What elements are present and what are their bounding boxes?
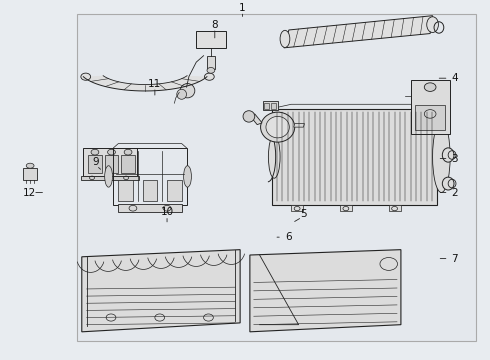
Polygon shape <box>82 250 240 332</box>
Ellipse shape <box>442 148 454 162</box>
Ellipse shape <box>433 121 450 193</box>
Bar <box>83 148 137 176</box>
Polygon shape <box>294 123 304 127</box>
Bar <box>121 155 135 173</box>
Text: 2: 2 <box>451 188 458 198</box>
Bar <box>196 31 225 48</box>
Bar <box>415 105 445 130</box>
Text: 12: 12 <box>23 188 36 198</box>
Bar <box>265 103 270 109</box>
Bar <box>411 80 450 134</box>
Polygon shape <box>284 16 433 48</box>
Bar <box>88 155 102 173</box>
Bar <box>77 14 476 341</box>
Ellipse shape <box>243 111 255 122</box>
Ellipse shape <box>177 89 187 99</box>
Ellipse shape <box>180 84 195 98</box>
Ellipse shape <box>261 112 294 142</box>
Ellipse shape <box>91 149 99 155</box>
Bar <box>167 180 182 202</box>
Bar <box>118 204 182 212</box>
Bar <box>263 102 278 111</box>
Ellipse shape <box>124 149 132 155</box>
Ellipse shape <box>184 166 192 187</box>
Polygon shape <box>250 114 262 125</box>
Text: 3: 3 <box>451 154 458 163</box>
Text: 6: 6 <box>286 232 292 242</box>
Ellipse shape <box>207 67 215 73</box>
Ellipse shape <box>108 149 116 155</box>
Ellipse shape <box>442 177 454 190</box>
Bar <box>114 148 187 205</box>
Text: 7: 7 <box>451 253 458 264</box>
Polygon shape <box>83 76 207 91</box>
Bar <box>81 176 139 180</box>
Text: 9: 9 <box>92 157 99 167</box>
Ellipse shape <box>204 73 214 80</box>
Text: 1: 1 <box>239 3 246 13</box>
Ellipse shape <box>105 166 113 187</box>
Bar <box>143 180 157 202</box>
Polygon shape <box>340 205 352 211</box>
Ellipse shape <box>266 116 289 138</box>
Text: 11: 11 <box>148 78 162 89</box>
Polygon shape <box>389 205 401 211</box>
Text: 4: 4 <box>451 73 458 83</box>
Polygon shape <box>250 250 401 332</box>
Bar <box>105 155 118 173</box>
Ellipse shape <box>26 163 34 168</box>
Bar <box>118 180 133 202</box>
Bar <box>24 167 37 180</box>
Bar <box>207 56 215 69</box>
Bar <box>272 109 438 205</box>
Text: 10: 10 <box>161 207 173 217</box>
Ellipse shape <box>81 73 91 80</box>
Bar <box>271 103 276 109</box>
Ellipse shape <box>424 83 436 91</box>
Polygon shape <box>291 205 303 211</box>
Text: 5: 5 <box>300 209 307 219</box>
Ellipse shape <box>269 135 280 178</box>
Ellipse shape <box>280 30 290 48</box>
Text: 8: 8 <box>212 19 218 30</box>
Ellipse shape <box>427 17 439 32</box>
